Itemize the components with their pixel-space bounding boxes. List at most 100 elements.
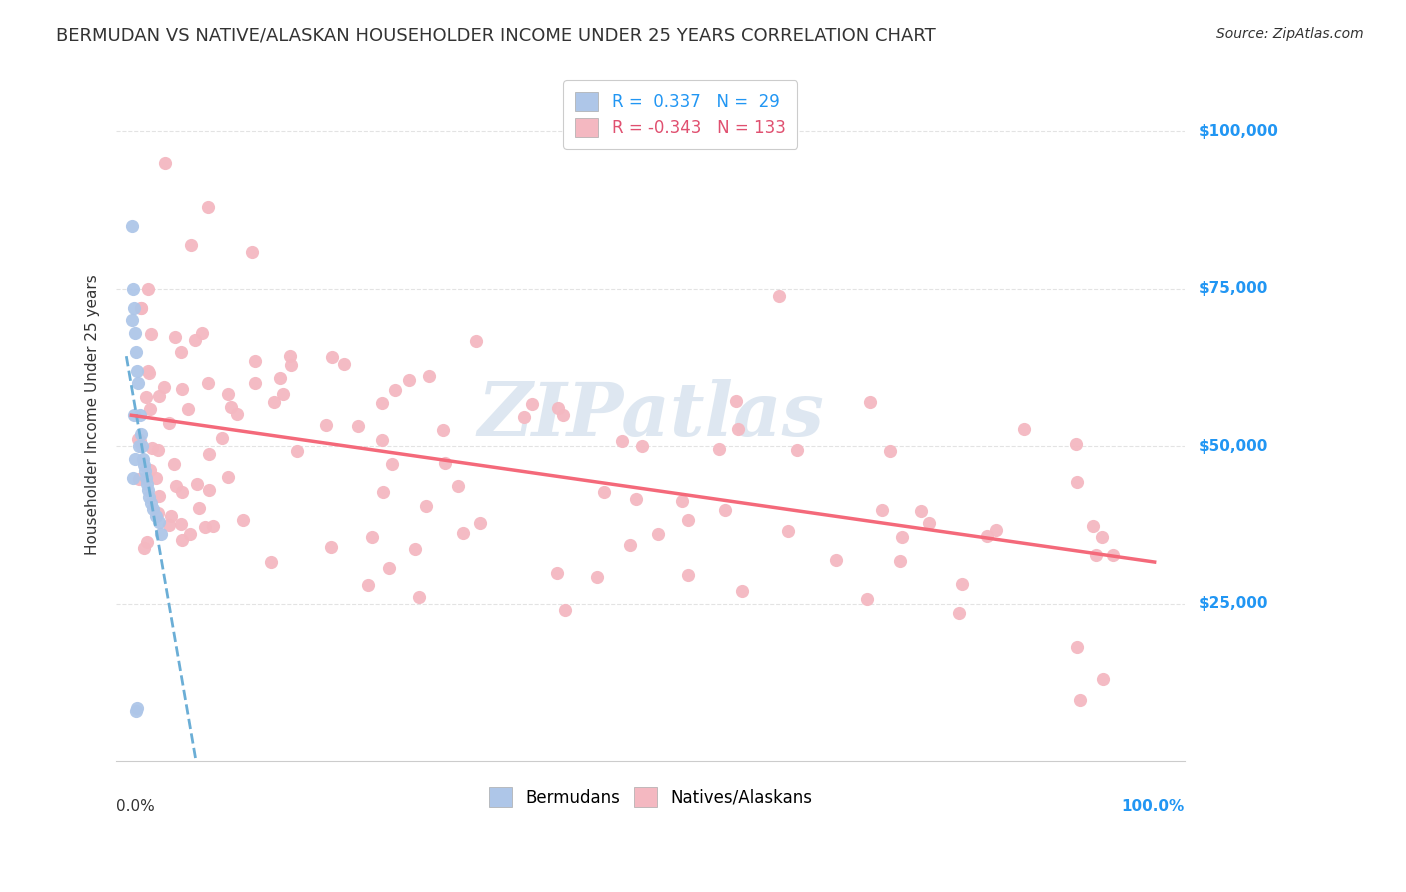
Point <box>128 472 150 486</box>
Point <box>593 485 616 500</box>
Point <box>371 395 394 409</box>
Point <box>135 535 157 549</box>
Text: 0.0%: 0.0% <box>117 799 155 814</box>
Point <box>141 326 163 341</box>
Point <box>1092 672 1115 686</box>
Point <box>408 590 430 604</box>
Point <box>142 502 165 516</box>
Text: ZIPatlas: ZIPatlas <box>477 378 824 451</box>
Point <box>727 422 749 436</box>
Point <box>321 351 343 365</box>
Point <box>891 530 914 544</box>
Point <box>141 496 163 510</box>
Point <box>129 301 152 315</box>
Point <box>159 509 181 524</box>
Point <box>226 407 249 421</box>
Point <box>948 606 970 620</box>
Text: $50,000: $50,000 <box>1199 439 1268 454</box>
Point <box>198 483 221 498</box>
Point <box>159 518 181 533</box>
Point <box>132 541 155 555</box>
Point <box>586 570 609 584</box>
Point <box>179 527 201 541</box>
Point <box>418 369 440 384</box>
Point <box>148 490 170 504</box>
Point <box>631 439 654 453</box>
Point <box>127 364 149 378</box>
Point <box>131 439 153 453</box>
Point <box>132 451 155 466</box>
Point <box>127 376 149 391</box>
Point <box>522 397 544 411</box>
Point <box>263 395 285 409</box>
Point <box>163 330 186 344</box>
Point <box>197 376 219 391</box>
Point <box>464 334 486 348</box>
Point <box>546 566 568 581</box>
Point <box>554 603 576 617</box>
Point <box>197 200 219 214</box>
Point <box>404 542 426 557</box>
Point <box>889 553 911 567</box>
Point <box>124 408 146 422</box>
Point <box>1084 548 1107 562</box>
Point <box>136 477 159 491</box>
Point <box>377 561 399 575</box>
Point <box>134 458 156 472</box>
Point <box>134 465 156 479</box>
Point <box>415 499 437 513</box>
Point <box>170 485 193 500</box>
Point <box>1069 693 1091 707</box>
Point <box>138 490 160 504</box>
Point <box>211 431 233 445</box>
Point <box>768 288 790 302</box>
Point <box>217 470 239 484</box>
Point <box>1091 530 1114 544</box>
Point <box>278 349 301 363</box>
Point <box>647 526 669 541</box>
Point <box>136 364 159 378</box>
Text: BERMUDAN VS NATIVE/ALASKAN HOUSEHOLDER INCOME UNDER 25 YEARS CORRELATION CHART: BERMUDAN VS NATIVE/ALASKAN HOUSEHOLDER I… <box>56 27 936 45</box>
Point <box>145 508 167 523</box>
Point <box>198 447 221 461</box>
Point <box>950 577 973 591</box>
Point <box>148 515 170 529</box>
Point <box>332 357 354 371</box>
Point <box>547 401 569 415</box>
Point <box>984 523 1007 537</box>
Point <box>136 282 159 296</box>
Point <box>138 483 160 498</box>
Point <box>470 516 492 530</box>
Text: $75,000: $75,000 <box>1199 281 1268 296</box>
Point <box>786 442 808 457</box>
Legend: Bermudans, Natives/Alaskans: Bermudans, Natives/Alaskans <box>481 779 821 815</box>
Point <box>162 457 184 471</box>
Point <box>280 359 302 373</box>
Point <box>217 387 239 401</box>
Point <box>139 462 162 476</box>
Point <box>870 503 893 517</box>
Point <box>433 456 456 470</box>
Point <box>177 401 200 416</box>
Point <box>381 457 404 471</box>
Point <box>384 383 406 397</box>
Point <box>172 382 194 396</box>
Text: $100,000: $100,000 <box>1199 124 1278 139</box>
Point <box>128 439 150 453</box>
Point <box>148 506 170 520</box>
Point <box>194 520 217 534</box>
Point <box>127 432 149 446</box>
Point <box>148 442 170 457</box>
Point <box>260 555 283 569</box>
Point <box>245 376 267 391</box>
Point <box>138 366 160 380</box>
Point <box>714 503 737 517</box>
Point <box>1102 548 1125 562</box>
Point <box>1012 423 1035 437</box>
Point <box>201 519 224 533</box>
Y-axis label: Householder Income Under 25 years: Householder Income Under 25 years <box>86 275 100 555</box>
Point <box>1064 437 1087 451</box>
Point <box>707 442 730 456</box>
Point <box>910 503 932 517</box>
Point <box>135 471 157 485</box>
